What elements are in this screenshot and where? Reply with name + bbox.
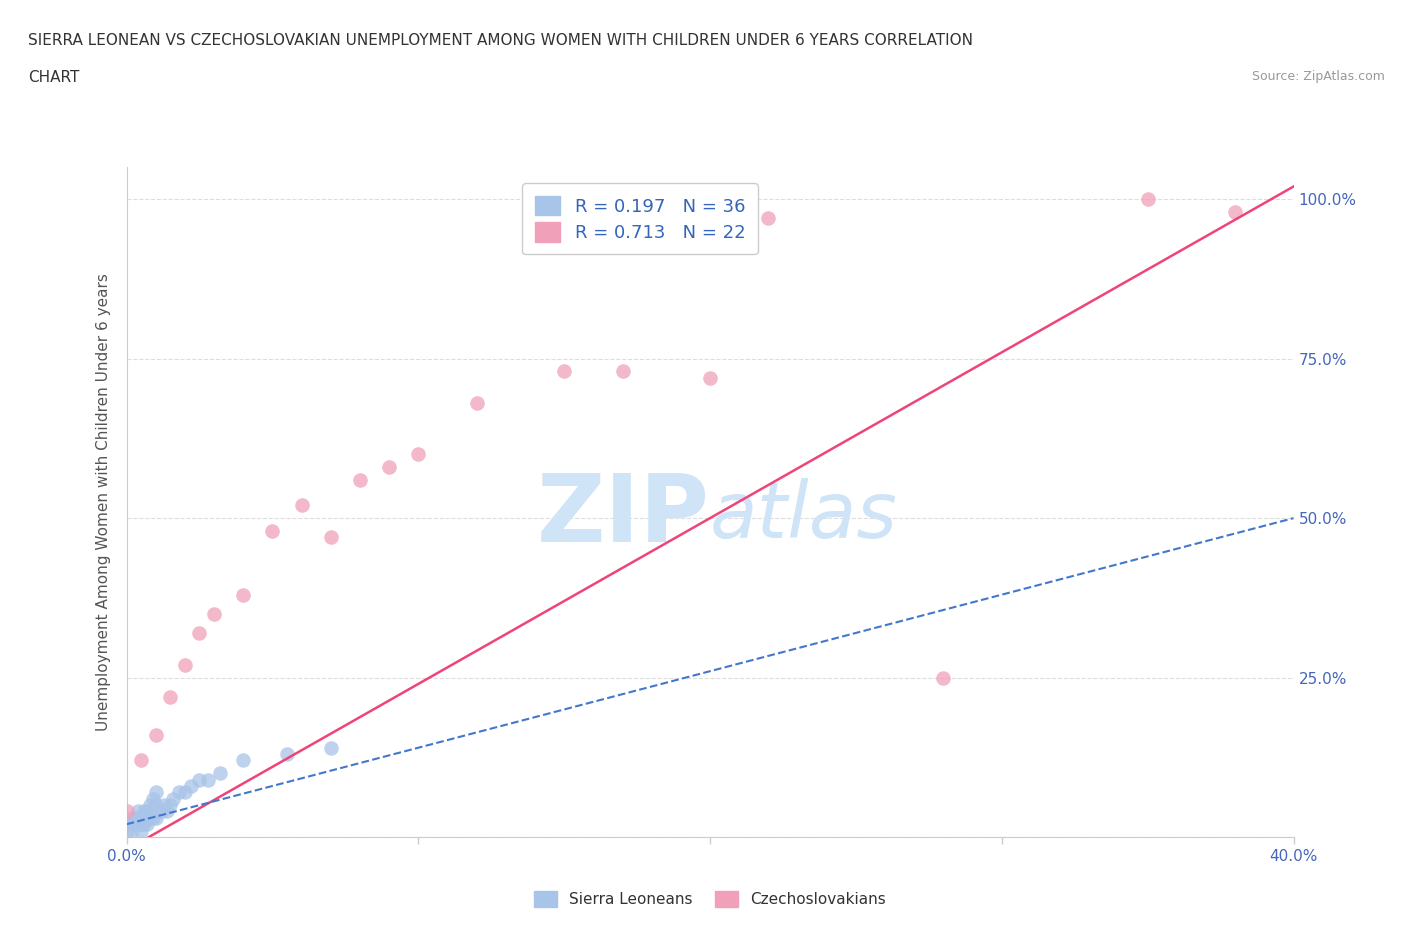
Point [180,778,202,793]
Point [197,772,219,787]
Point [139,798,162,813]
Point [188,626,211,641]
Point [699,370,721,385]
Point [136,804,159,819]
Point [136,817,159,831]
Point [142,791,165,806]
Point [127,804,149,819]
Point [156,804,179,819]
Point [150,804,173,819]
Point [159,689,181,704]
Point [129,817,152,831]
Point [115,817,138,831]
Point [408,447,430,462]
Point [202,606,225,621]
Point [378,459,401,474]
Point [145,785,167,800]
Point [1223,205,1246,219]
Text: ZIP: ZIP [537,470,710,562]
Point [465,396,488,411]
Point [129,823,152,838]
Point [319,740,342,755]
Point [129,753,152,768]
Point [262,524,284,538]
Point [553,364,575,379]
Point [290,498,312,512]
Point [121,810,143,825]
Point [162,791,184,806]
Point [756,211,779,226]
Point [127,817,149,831]
Point [208,765,231,780]
Point [349,472,371,487]
Point [129,810,152,825]
Point [153,798,176,813]
Text: CHART: CHART [28,70,80,85]
Text: Source: ZipAtlas.com: Source: ZipAtlas.com [1251,70,1385,83]
Point [232,587,254,602]
Point [145,798,167,813]
Point [121,823,143,838]
Point [188,772,211,787]
Point [145,810,167,825]
Point [319,530,342,545]
Point [132,817,155,831]
Point [232,753,254,768]
Text: atlas: atlas [710,478,898,553]
Point [174,658,197,672]
Point [932,671,955,685]
Point [124,817,146,831]
Point [167,785,190,800]
Point [159,798,181,813]
Point [174,785,197,800]
Point [612,364,634,379]
Point [115,823,138,838]
Point [124,810,146,825]
Point [1136,192,1159,206]
Point [139,810,162,825]
Y-axis label: Unemployment Among Women with Children Under 6 years: Unemployment Among Women with Children U… [96,273,111,731]
Point [142,810,165,825]
Point [115,804,138,819]
Legend: Sierra Leoneans, Czechoslovakians: Sierra Leoneans, Czechoslovakians [524,882,896,916]
Text: SIERRA LEONEAN VS CZECHOSLOVAKIAN UNEMPLOYMENT AMONG WOMEN WITH CHILDREN UNDER 6: SIERRA LEONEAN VS CZECHOSLOVAKIAN UNEMPL… [28,33,973,47]
Point [145,727,167,742]
Point [132,804,155,819]
Point [276,747,298,762]
